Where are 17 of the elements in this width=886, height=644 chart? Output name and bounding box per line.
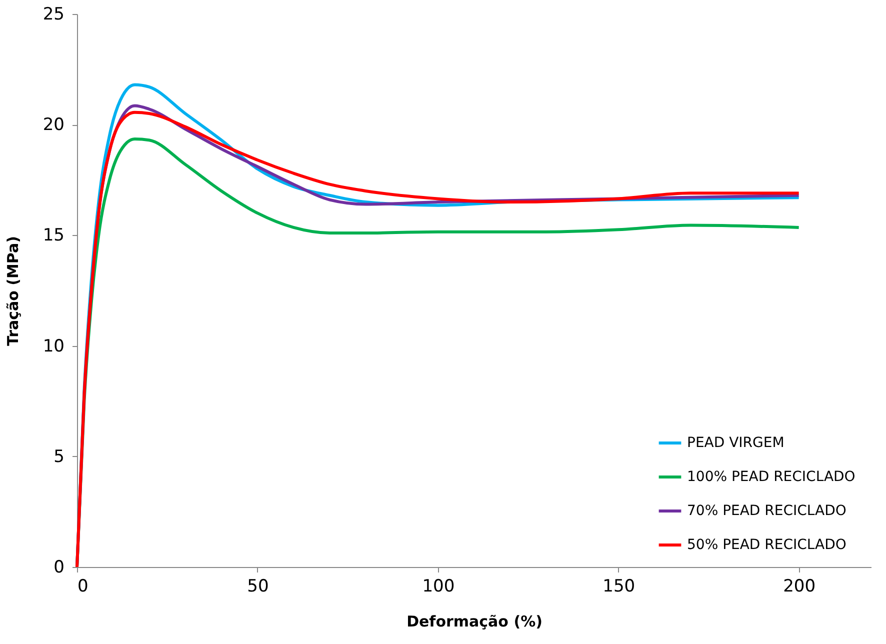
- y-tick-label: 25: [42, 4, 64, 24]
- x-tick-label: 100: [422, 576, 455, 596]
- y-tick-label: 10: [42, 336, 64, 356]
- y-axis-title: Tração (MPa): [4, 236, 22, 346]
- y-tick-label: 15: [42, 226, 64, 246]
- x-tick-label: 200: [783, 576, 816, 596]
- x-tick-label: 0: [78, 576, 88, 596]
- x-tick-label: 50: [247, 576, 269, 596]
- x-tick-label: 150: [602, 576, 636, 596]
- x-axis-title: Deformação (%): [406, 612, 542, 630]
- y-tick-label: 5: [54, 446, 64, 467]
- legend-label: 70% PEAD RECICLADO: [687, 503, 846, 519]
- y-tick-label: 0: [54, 558, 64, 578]
- y-tick-label: 20: [42, 115, 64, 136]
- legend-label: PEAD VIRGEM: [687, 435, 784, 451]
- legend-label: 50% PEAD RECICLADO: [687, 537, 846, 553]
- legend-label: 100% PEAD RECICLADO: [687, 469, 856, 485]
